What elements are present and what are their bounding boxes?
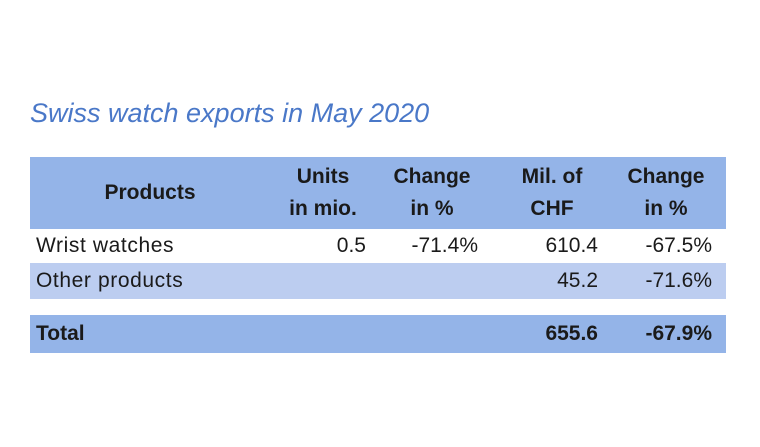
table-title: Swiss watch exports in May 2020 [30, 98, 430, 128]
row-units [266, 263, 366, 299]
header-units-change-line1: Change [393, 165, 471, 188]
row-chf-change: -71.6% [645, 269, 712, 292]
row-label: Other products [36, 269, 184, 292]
table-header-row: Products Units in mio. Change in % Mil. … [30, 157, 726, 229]
header-units: Units in mio. [268, 157, 378, 229]
header-units-change-line2: in % [410, 197, 454, 220]
row-chf: 45.2 [557, 269, 598, 292]
header-products: Products [104, 181, 196, 204]
row-units: 0.5 [336, 234, 366, 257]
header-chf: Mil. of CHF [502, 157, 602, 229]
total-label: Total [36, 322, 85, 345]
header-chf-change-line2: in % [644, 197, 688, 220]
row-label: Wrist watches [36, 234, 175, 257]
total-units-change [376, 315, 478, 353]
header-units-line2: in mio. [289, 197, 357, 220]
header-units-change: Change in % [382, 157, 482, 229]
total-units [266, 315, 366, 353]
total-row: Total 655.6 -67.9% [30, 315, 726, 353]
header-chf-line1: Mil. of [521, 165, 583, 188]
header-units-line1: Units [296, 165, 350, 188]
table-row: Wrist watches 0.5 -71.4% 610.4 -67.5% [30, 229, 726, 263]
exports-table: Products Units in mio. Change in % Mil. … [30, 157, 726, 353]
table-row: Other products 45.2 -71.6% [30, 263, 726, 299]
header-chf-change: Change in % [616, 157, 716, 229]
row-chf-change: -67.5% [645, 234, 712, 257]
header-chf-change-line1: Change [627, 165, 705, 188]
header-chf-line2: CHF [530, 197, 574, 220]
row-spacer [30, 299, 726, 315]
row-chf: 610.4 [545, 234, 598, 257]
row-units-change [376, 263, 478, 299]
total-chf: 655.6 [545, 322, 598, 345]
total-chf-change: -67.9% [645, 322, 712, 345]
row-units-change: -71.4% [411, 234, 478, 257]
